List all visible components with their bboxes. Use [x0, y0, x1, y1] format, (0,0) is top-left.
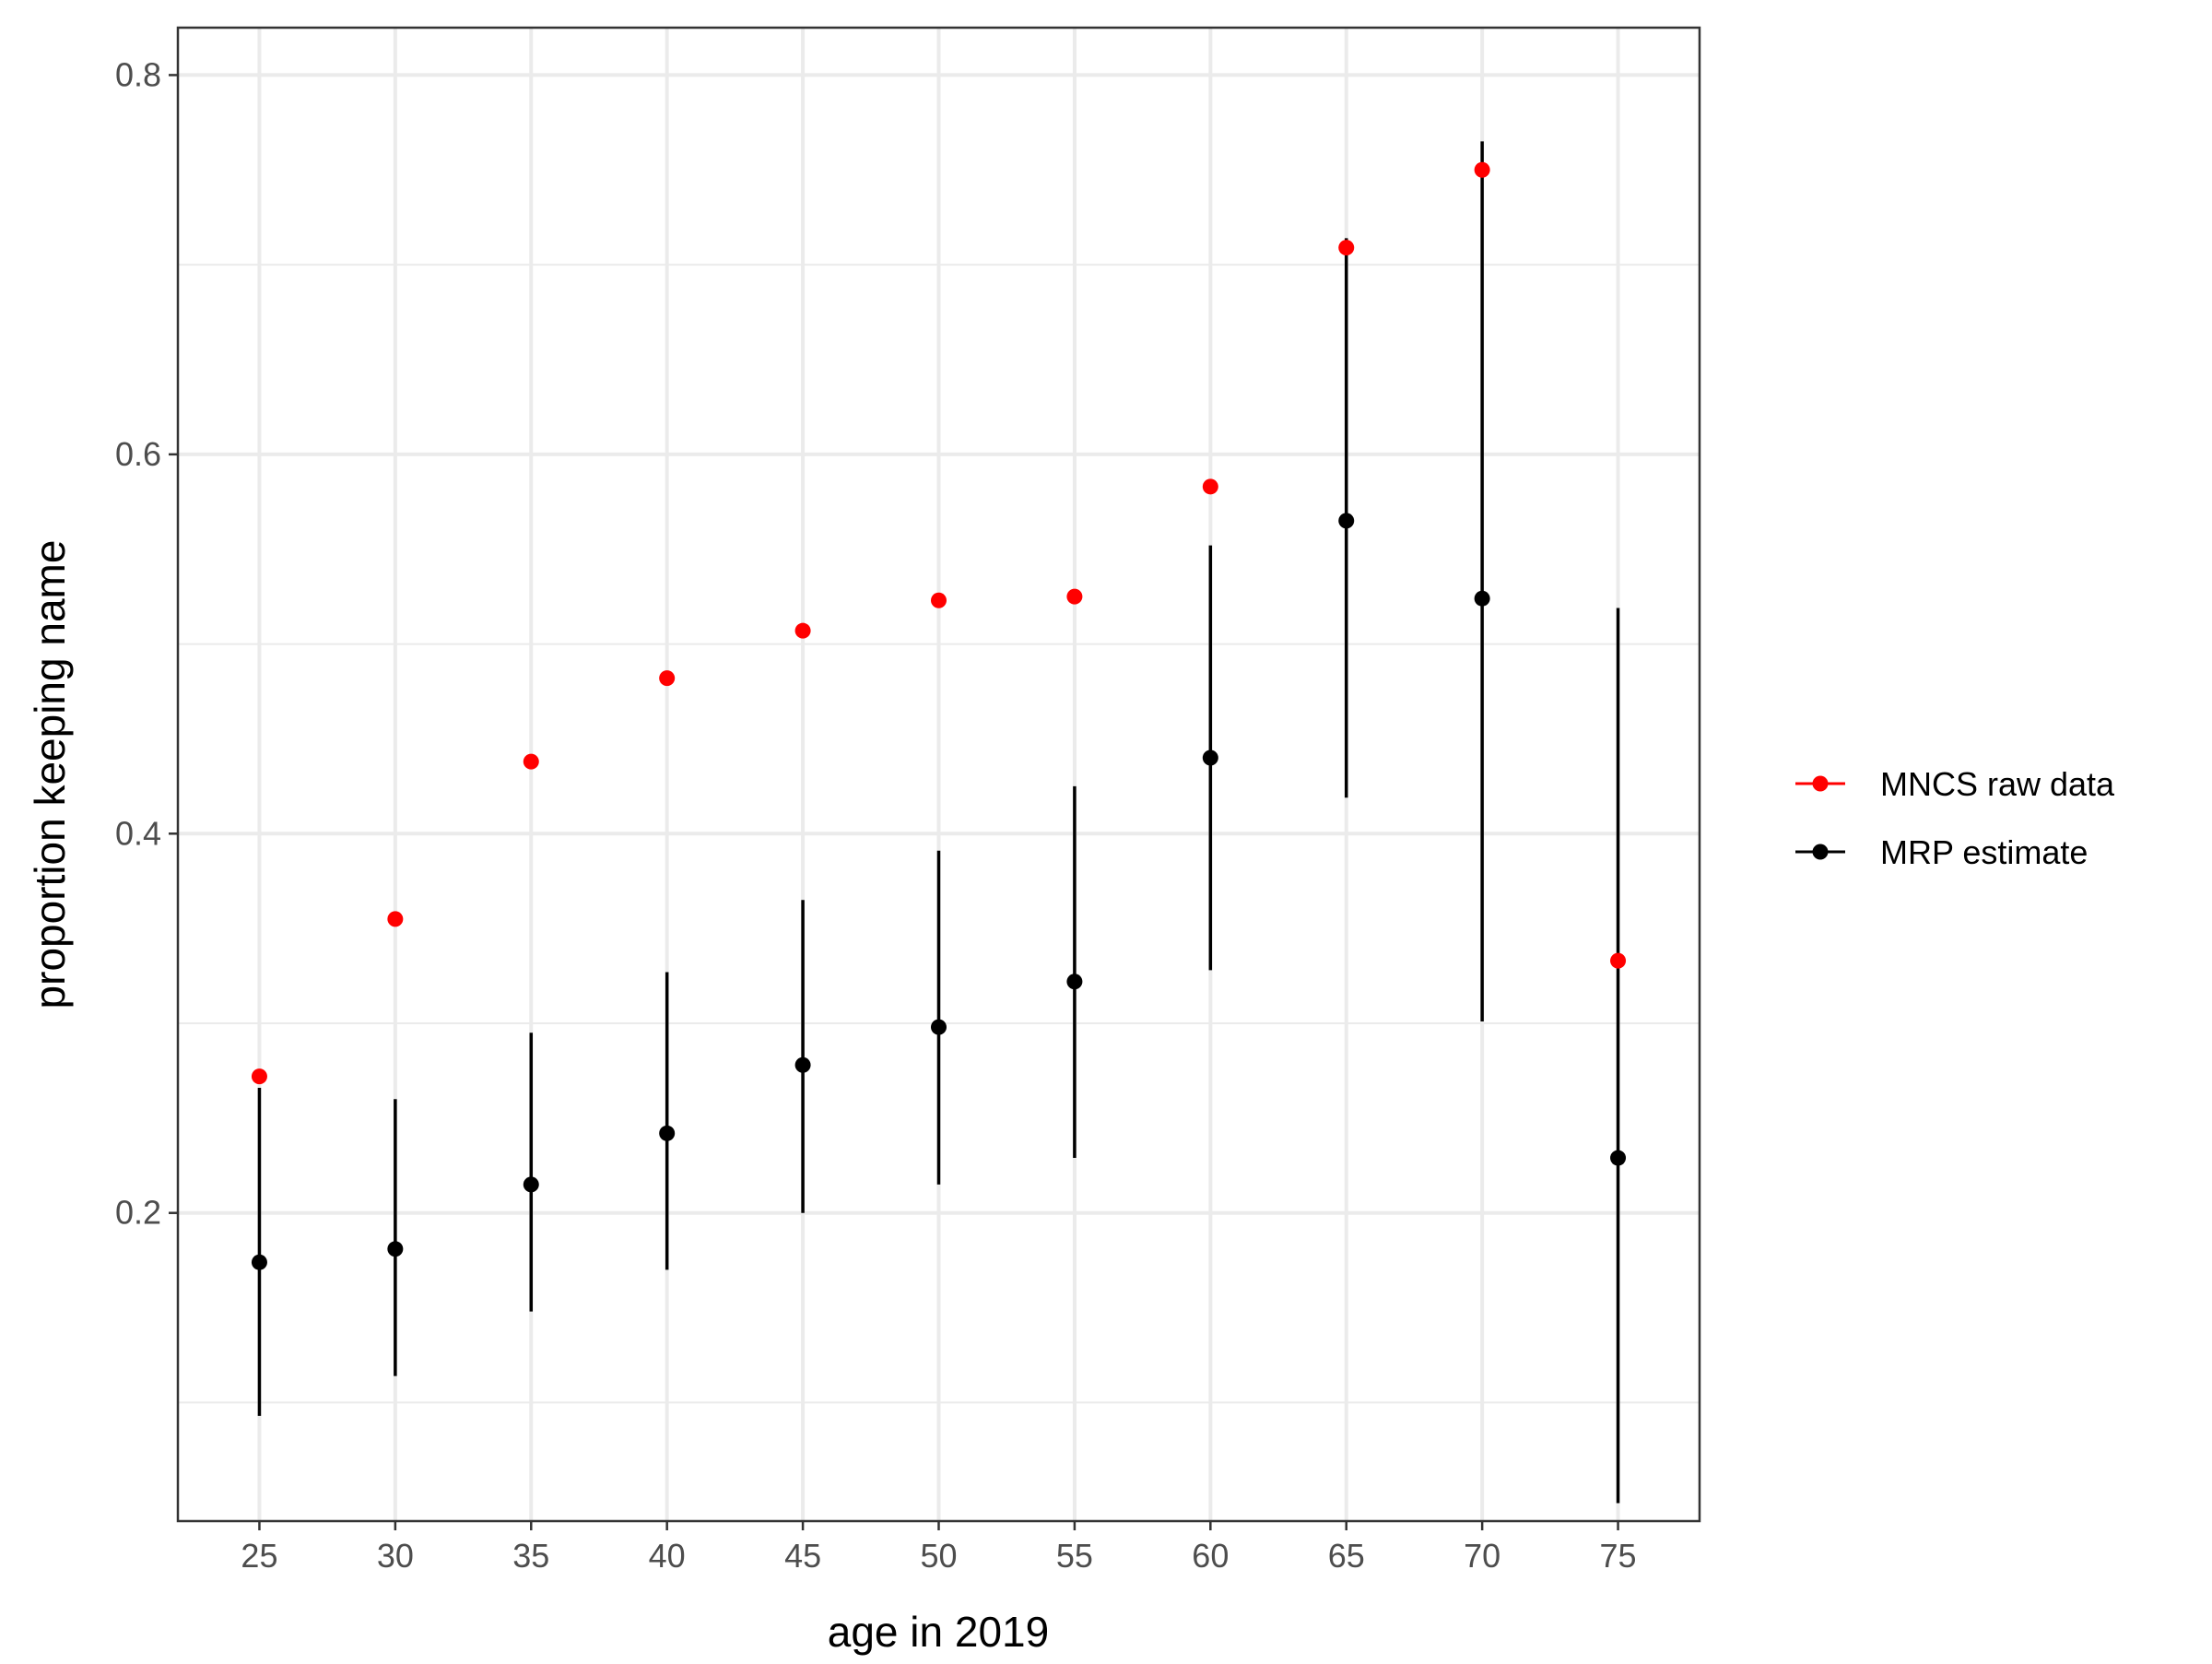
x-axis-title: age in 2019: [828, 1608, 1049, 1656]
data-point-mncs: [387, 911, 404, 927]
x-tick-label: 45: [784, 1537, 821, 1575]
data-point-mrp: [387, 1241, 404, 1257]
data-point-mncs: [1610, 952, 1627, 969]
legend-item-mncs: MNCS raw data: [1795, 765, 2115, 803]
axes-layer: 0.2 0.4 0.6 0.8 25 30 35 40 45 50 55 60 65 70 75: [115, 55, 1637, 1575]
data-point-mncs: [931, 592, 947, 608]
data-point-mrp: [931, 1019, 947, 1035]
data-point-mncs: [523, 753, 539, 770]
x-tick-label: 35: [512, 1537, 549, 1575]
x-tick-label: 70: [1464, 1537, 1500, 1575]
data-point-mncs: [659, 670, 676, 687]
legend: MNCS raw data MRP estimate: [1795, 765, 2115, 871]
x-tick-label: 65: [1328, 1537, 1365, 1575]
data-point-mrp: [659, 1125, 676, 1141]
y-tick-label: 0.8: [115, 55, 161, 93]
data-point-mrp: [1066, 974, 1083, 990]
x-tick-label: 40: [649, 1537, 686, 1575]
data-point-mrp: [523, 1176, 539, 1193]
x-tick-label: 30: [377, 1537, 414, 1575]
legend-label-mncs: MNCS raw data: [1880, 765, 2115, 803]
y-tick-label: 0.4: [115, 814, 161, 852]
data-point-mncs: [1474, 161, 1490, 178]
grid-layer: [178, 28, 1700, 1521]
legend-item-mrp: MRP estimate: [1795, 833, 2088, 871]
data-point-mrp: [794, 1056, 811, 1073]
data-point-mrp: [1610, 1150, 1627, 1166]
legend-key-point-mrp: [1812, 844, 1829, 860]
y-axis-title: proportion keeping name: [26, 540, 74, 1009]
x-tick-label: 60: [1192, 1537, 1229, 1575]
data-point-mrp: [1338, 513, 1355, 529]
data-point-mrp: [1202, 749, 1218, 766]
data-point-mrp: [1474, 590, 1490, 607]
x-tick-label: 55: [1056, 1537, 1093, 1575]
data-point-mncs: [1202, 478, 1218, 495]
x-tick-label: 25: [241, 1537, 277, 1575]
data-point-mrp: [251, 1254, 267, 1270]
y-tick-label: 0.6: [115, 435, 161, 473]
legend-label-mrp: MRP estimate: [1880, 833, 2088, 871]
data-point-mncs: [794, 622, 811, 639]
legend-key-point-mncs: [1812, 775, 1829, 792]
marks-layer: [251, 141, 1627, 1504]
data-point-mncs: [251, 1068, 267, 1085]
y-tick-label: 0.2: [115, 1194, 161, 1232]
data-point-mncs: [1338, 240, 1355, 256]
x-tick-label: 50: [920, 1537, 957, 1575]
x-tick-label: 75: [1600, 1537, 1637, 1575]
data-point-mncs: [1066, 588, 1083, 605]
